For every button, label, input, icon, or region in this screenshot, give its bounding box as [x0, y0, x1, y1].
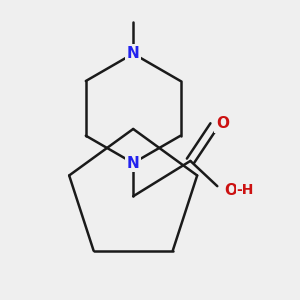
Text: O: O: [216, 116, 229, 131]
Text: N: N: [127, 46, 140, 61]
Text: N: N: [127, 155, 140, 170]
Text: -H: -H: [237, 183, 254, 197]
Text: O: O: [224, 183, 237, 198]
